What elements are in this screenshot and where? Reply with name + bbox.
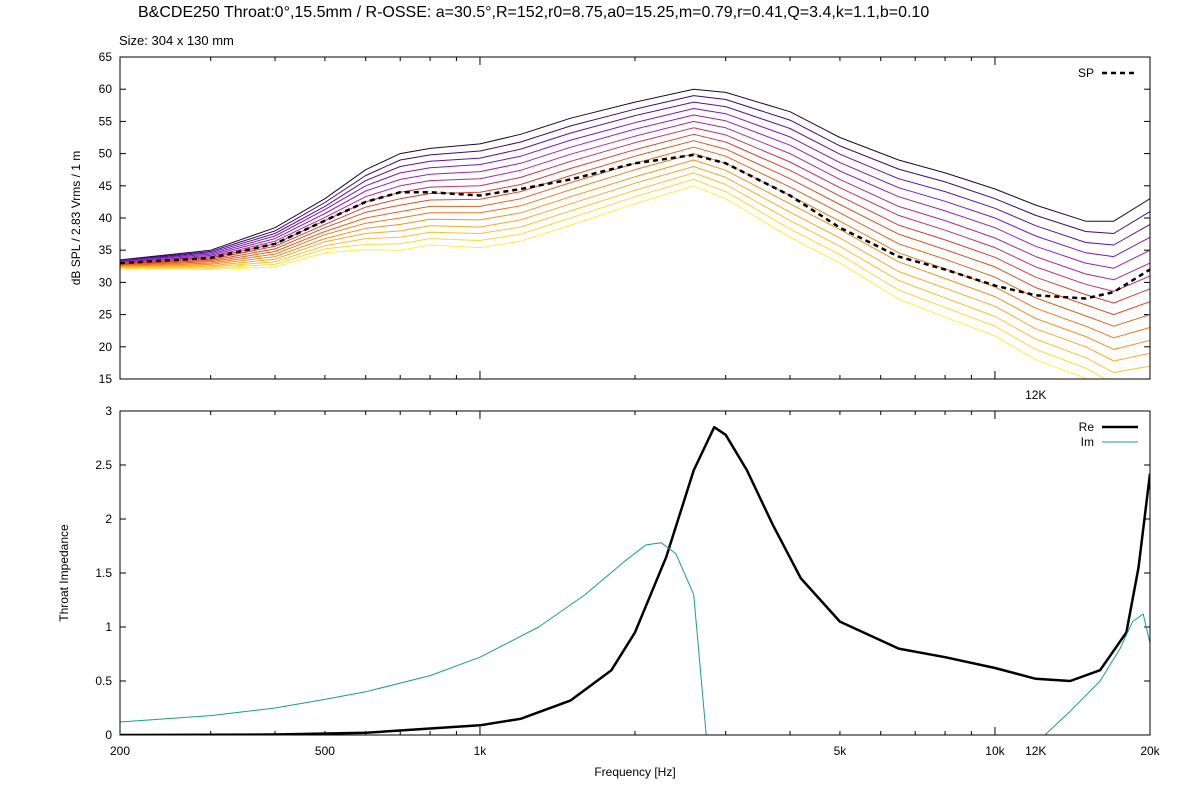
spl-xtick-label: 12K [1025,388,1046,402]
imp-ytick-label: 1 [105,620,112,634]
spl-series-5 [120,120,1150,281]
spl-ytick-label: 60 [99,82,113,96]
spl-series-2 [120,101,1150,261]
legend-label-re: Re [1079,420,1095,434]
spl-plot-area [120,88,1150,379]
imp-ytick-label: 0.5 [95,674,112,688]
spl-ytick-label: 25 [99,308,113,322]
legend-label-im: Im [1081,435,1094,449]
xaxis-label: Frequency [Hz] [594,765,675,779]
imp-ytick-label: 2.5 [95,458,112,472]
spl-series-3 [120,108,1150,262]
series-im [120,542,1150,735]
spl-series-4 [120,114,1150,269]
series-re [120,425,1150,735]
imp-frame [119,410,1151,736]
spl-panel: 15 20 25 30 35 40 45 50 55 60 65 12K dB SPL / 2.83 V… [69,50,1151,402]
imp-ylabel: Throat Impedance [57,524,71,622]
spl-series-0 [120,88,1150,261]
legend-label-sp: SP [1078,66,1094,80]
spl-series-9 [120,146,1150,327]
imp-xtick-label: 12K [1025,744,1046,758]
spl-series-12 [120,166,1150,362]
imp-xtick-label: 500 [315,744,335,758]
spl-ytick-label: 65 [99,50,113,64]
imp-xtick-label: 5k [834,744,848,758]
spl-ytick-label: 30 [99,275,113,289]
imp-ytick-label: 1.5 [95,566,112,580]
spl-ytick-label: 40 [99,211,113,225]
spl-ytick-label: 55 [99,114,113,128]
spl-series-1 [120,95,1150,261]
spl-ytick-label: 35 [99,243,113,257]
chart-subtitle: Size: 304 x 130 mm [119,33,234,48]
spl-series-8 [120,140,1150,316]
spl-ytick-label: 20 [99,340,113,354]
spl-series-11 [120,159,1150,350]
imp-ytick-label: 0 [105,728,112,742]
imp-xtick-label: 20k [1140,744,1160,758]
spl-series-10 [120,153,1150,339]
imp-ytick-label: 2 [105,512,112,526]
spl-series-13 [120,172,1150,374]
spl-series-7 [120,133,1150,304]
spl-series-15 [120,185,1088,379]
chart-title: B&CDE250 Throat:0°,15.5mm / R-OSSE: a=30… [138,4,930,21]
imp-xtick-label: 1k [474,744,488,758]
spl-series-14 [120,178,1150,379]
imp-ytick-label: 3 [105,404,112,418]
spl-ytick-label: 45 [99,179,113,193]
spl-ylabel: dB SPL / 2.83 Vrms / 1 m [69,151,83,286]
spl-ytick-label: 50 [99,147,113,161]
imp-xtick-label: 200 [110,744,130,758]
imp-xtick-label: 10k [985,744,1005,758]
spl-ytick-label: 15 [99,372,113,386]
spl-frame [119,56,1151,380]
imp-panel: 0 0.5 1 1.5 2 2.5 3 200 500 1k 5k 10k 12K 20k Throat I… [57,404,1161,779]
imp-plot-area [120,425,1150,735]
series-sp [120,153,1150,300]
